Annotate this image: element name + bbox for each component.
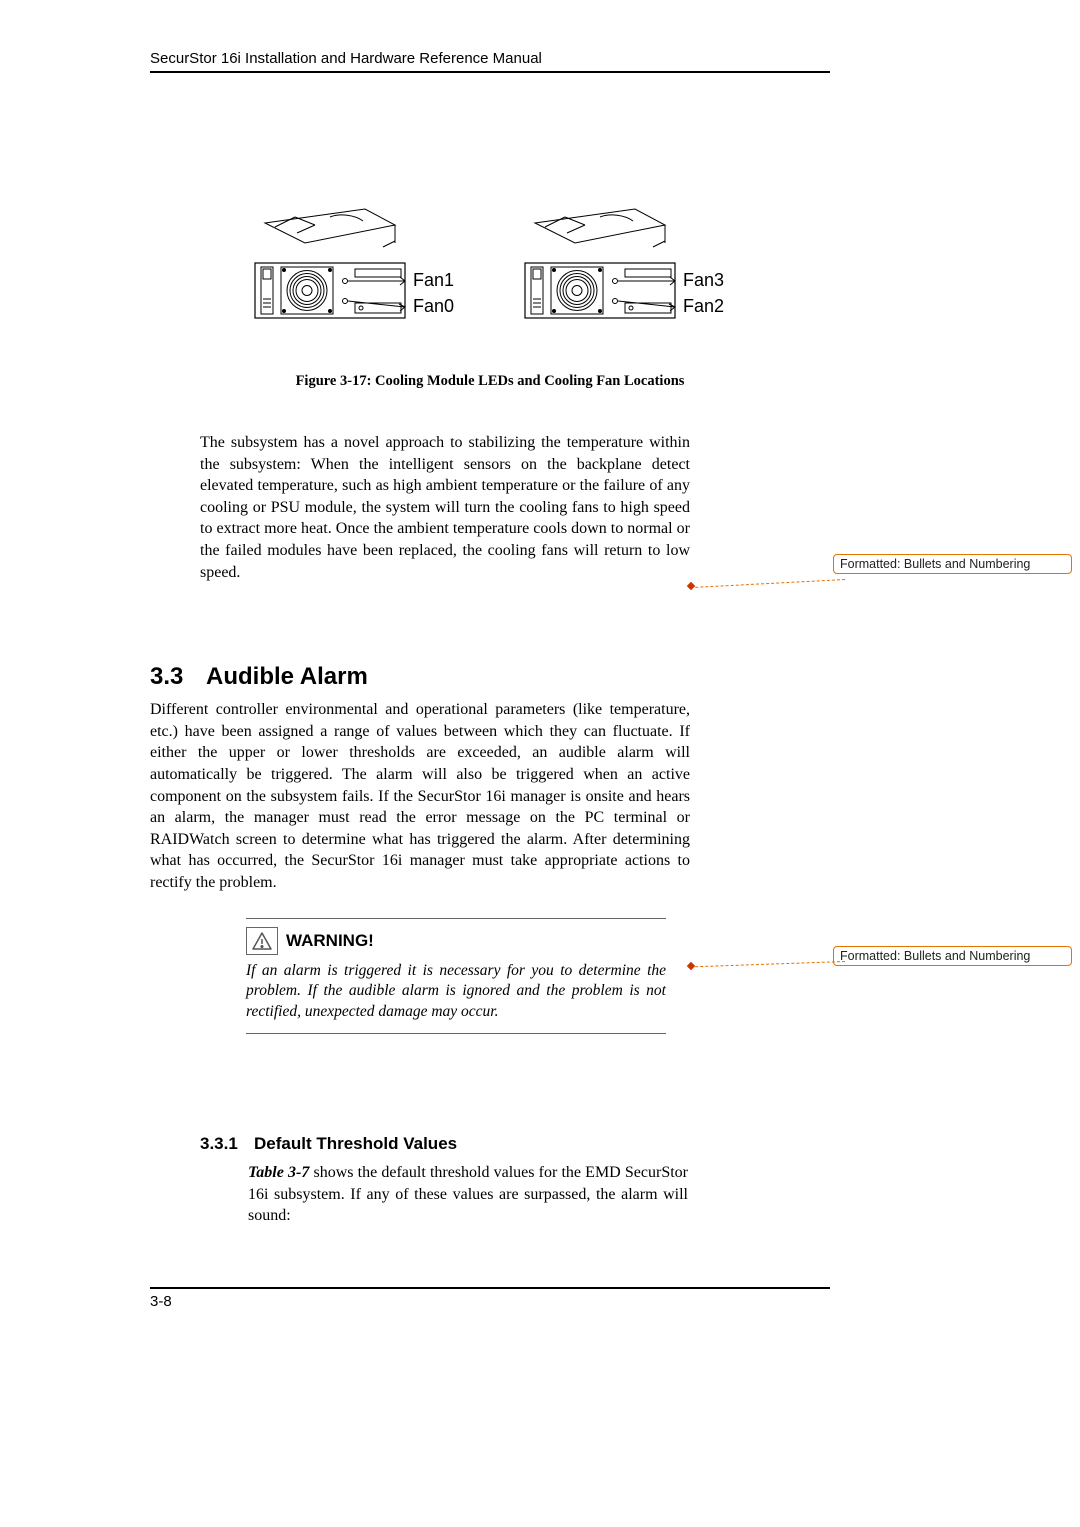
comment-text: Formatted: Bullets and Numbering: [840, 557, 1030, 571]
cooling-module-left: Fan1 Fan0: [245, 203, 465, 353]
warning-callout: WARNING! If an alarm is triggered it is …: [246, 918, 666, 1035]
footer-rule: [150, 1287, 830, 1289]
page-number: 3-8: [150, 1293, 830, 1310]
figure-3-17: Fan1 Fan0: [150, 203, 830, 390]
section-number: 3.3: [150, 663, 206, 691]
section-title: Audible Alarm: [206, 663, 368, 690]
running-header: SecurStor 16i Installation and Hardware …: [150, 50, 830, 71]
fan1-label: Fan1: [413, 270, 454, 290]
section-body-paragraph: Different controller environmental and o…: [150, 699, 690, 893]
cooling-module-right: Fan3 Fan2: [515, 203, 735, 353]
subsection-number: 3.3.1: [200, 1134, 254, 1154]
fan-diagram-row: Fan1 Fan0: [150, 203, 830, 353]
fan2-label: Fan2: [683, 296, 724, 316]
fan3-label: Fan3: [683, 270, 724, 290]
comment-formatted-2: Formatted: Bullets and Numbering: [833, 946, 1072, 966]
header-rule: [150, 71, 830, 73]
warning-icon: [246, 927, 278, 955]
page-content: SecurStor 16i Installation and Hardware …: [150, 50, 830, 1310]
section-heading-3-3: 3.3Audible Alarm: [150, 663, 830, 691]
warning-title: WARNING!: [286, 931, 374, 951]
comment-formatted-1: Formatted: Bullets and Numbering: [833, 554, 1072, 574]
subsection-heading-3-3-1: 3.3.1Default Threshold Values: [200, 1134, 830, 1154]
fan0-label: Fan0: [413, 296, 454, 316]
warning-header: WARNING!: [246, 927, 666, 955]
subsection-paragraph-rest: shows the default threshold values for t…: [248, 1164, 688, 1224]
warning-body: If an alarm is triggered it is necessary…: [246, 961, 666, 1024]
comment-text: Formatted: Bullets and Numbering: [840, 949, 1030, 963]
intro-paragraph: The subsystem has a novel approach to st…: [200, 432, 690, 583]
figure-caption: Figure 3-17: Cooling Module LEDs and Coo…: [150, 373, 830, 390]
table-reference: Table 3-7: [248, 1164, 309, 1181]
subsection-title: Default Threshold Values: [254, 1134, 457, 1153]
subsection-paragraph: Table 3-7 shows the default threshold va…: [248, 1162, 688, 1227]
